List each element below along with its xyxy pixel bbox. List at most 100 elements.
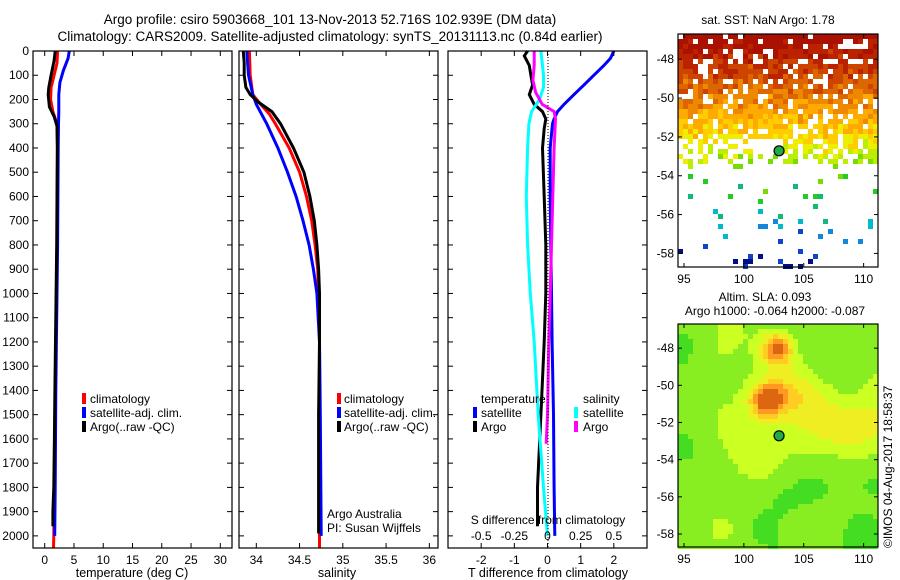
sla-cell [743,374,748,379]
sst-cell [778,99,783,104]
sst-cell [688,44,693,49]
x-tick-label: 5 [71,553,78,567]
sla-cell [833,354,838,359]
sla-cell [808,529,813,534]
sla-cell [713,434,718,439]
sla-cell [728,324,733,329]
sst-cell [718,44,723,49]
sst-cell [838,84,843,89]
depth-tick-label: 1600 [2,432,29,446]
sla-cell [748,349,753,354]
sst-cell [688,99,693,104]
sla-cell [688,454,693,459]
sst-cell [688,64,693,69]
sla-cell [833,344,838,349]
sla-cell [713,494,718,499]
sla-cell [773,494,778,499]
sla-cell [778,359,783,364]
sla-cell [743,354,748,359]
sla-cell [733,404,738,409]
sla-cell [803,529,808,534]
sst-cell [713,114,718,119]
sla-cell [783,494,788,499]
sla-cell [843,539,848,544]
sla-cell [803,354,808,359]
sla-cell [743,379,748,384]
sla-cell [818,409,823,414]
sla-cell [828,374,833,379]
sst-cell [803,149,808,154]
sla-cell [853,469,858,474]
sst-cell [863,104,868,109]
sst-cell [848,124,853,129]
sla-cell [858,524,863,529]
sst-cell [688,129,693,134]
sla-cell [713,519,718,524]
sst-cell [718,129,723,134]
sla-cell [818,444,823,449]
temperature-legend: climatology satellite-adj. clim. Argo(..… [82,392,182,434]
legend-label-satellite: satellite-adj. clim. [90,406,182,420]
sst-cell [728,44,733,49]
sla-cell [708,474,713,479]
sla-cell [818,474,823,479]
sla-cell [678,419,683,424]
sst-cell [763,34,768,39]
sst-cell [743,39,748,44]
sla-cell [723,404,728,409]
sla-cell [753,354,758,359]
sla-cell [698,339,703,344]
sla-cell [868,324,873,329]
sla-cell [693,469,698,474]
sla-cell [783,334,788,339]
sla-cell [783,529,788,534]
sst-cell [788,79,793,84]
sla-cell [728,459,733,464]
sla-cell [818,369,823,374]
sla-cell [858,404,863,409]
sst-cell [863,79,868,84]
sst-cell [828,74,833,79]
sla-cell [808,499,813,504]
sst-cell [813,74,818,79]
sst-cell [788,59,793,64]
sla-cell [713,409,718,414]
sla-cell [823,454,828,459]
sst-cell [788,134,793,139]
sst-cell [868,89,873,94]
sst-cell [868,144,873,149]
sla-cell [788,419,793,424]
sla-cell [768,439,773,444]
sla-cell [768,539,773,544]
sla-cell [708,444,713,449]
sla-cell [733,379,738,384]
sla-cell [753,369,758,374]
sla-cell [798,489,803,494]
sla-cell [868,449,873,454]
sla-cell [718,484,723,489]
sla-cell [703,509,708,514]
sla-cell [823,464,828,469]
sla-cell [758,434,763,439]
sla-cell [848,454,853,459]
sla-cell [873,509,878,514]
sla-cell [843,489,848,494]
sla-cell [838,469,843,474]
sla-cell [808,419,813,424]
sst-cell [828,94,833,99]
sla-cell [753,494,758,499]
sla-cell [828,404,833,409]
sla-cell [763,374,768,379]
sst-cell [818,109,823,114]
sla-cell [823,504,828,509]
sla-cell [713,479,718,484]
sla-cell [758,484,763,489]
sla-cell [853,449,858,454]
sla-cell [728,369,733,374]
sst-cell [758,49,763,54]
sst-cell [768,89,773,94]
series-line-s-satellite [524,50,549,537]
sla-cell [868,349,873,354]
sst-cell [728,129,733,134]
difference-panel: -2 -1 0 1 2 S difference from climatology -0… [447,50,648,580]
